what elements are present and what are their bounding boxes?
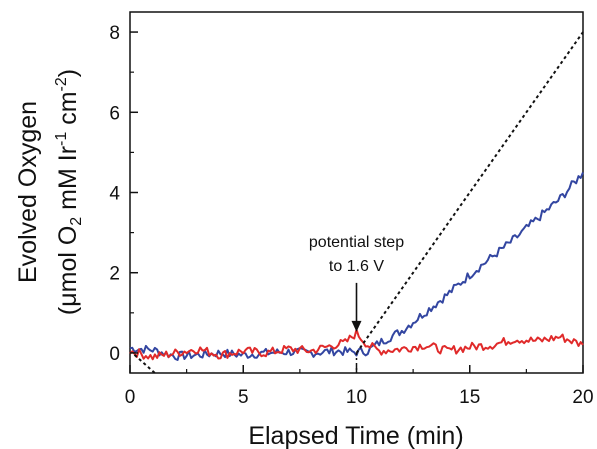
y-axis-title-open: (μmol O (54, 226, 82, 315)
y-axis-title-line2: (μmol O2 mM Ir-1 cm-2) (53, 69, 85, 315)
x-axis-title: Elapsed Time (min) (248, 422, 463, 449)
y-axis-title-sub1: 2 (68, 217, 85, 226)
x-tick-label: 20 (572, 387, 593, 408)
y-axis-title-line1: Evolved Oxygen (14, 101, 42, 283)
x-tick-label: 0 (125, 387, 136, 408)
y-axis-title-mid1: mM Ir (54, 146, 82, 217)
y-axis-title-mid2: cm (54, 91, 82, 131)
y-axis-title-sup2: -2 (53, 77, 70, 91)
y-axis-title-close: ) (54, 69, 82, 77)
x-tick-label: 10 (346, 387, 367, 408)
annotation-text-line2: to 1.6 V (329, 258, 384, 275)
y-tick-label: 4 (109, 184, 120, 205)
y-tick-label: 8 (109, 23, 120, 44)
annotation-text-line1: potential step (309, 234, 404, 251)
y-tick-label: 0 (109, 344, 120, 365)
y-axis-title-sup1: -1 (53, 132, 70, 146)
x-tick-label: 5 (238, 387, 249, 408)
x-tick-label: 15 (459, 387, 480, 408)
y-tick-label: 2 (109, 264, 120, 285)
y-tick-label: 6 (109, 103, 120, 124)
